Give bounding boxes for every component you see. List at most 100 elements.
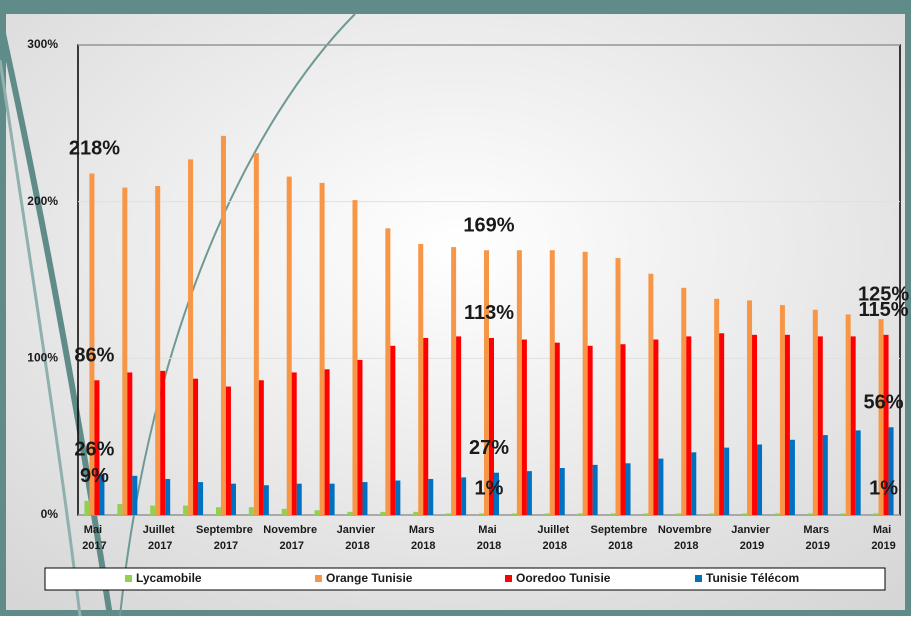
bar: [582, 251, 588, 516]
bar: [225, 386, 231, 515]
bar: [215, 507, 221, 515]
bar: [822, 435, 828, 515]
bar: [281, 508, 287, 515]
value-label: 169%: [463, 215, 514, 237]
bar: [648, 273, 654, 515]
bar: [577, 513, 583, 515]
bar: [855, 430, 861, 515]
bar: [883, 334, 889, 515]
bar: [193, 378, 199, 515]
bar: [291, 372, 297, 515]
bar: [774, 513, 780, 515]
bar: [615, 258, 621, 515]
value-label: 56%: [864, 392, 904, 414]
bar: [752, 334, 758, 515]
bar: [489, 337, 494, 515]
decor-curve: [0, 19, 113, 617]
bar: [714, 298, 720, 515]
bar: [625, 463, 631, 515]
bar: [155, 186, 161, 515]
bar: [127, 372, 133, 515]
bar: [511, 513, 517, 515]
bar: [248, 507, 254, 515]
bar: [150, 505, 156, 515]
bar: [709, 513, 715, 515]
bar: [516, 250, 522, 515]
bar: [653, 339, 659, 515]
bar: [544, 513, 550, 515]
bar: [461, 477, 467, 515]
bar: [484, 250, 489, 515]
bar: [198, 482, 204, 515]
bar: [724, 447, 730, 515]
bar: [691, 452, 697, 515]
bar: [263, 485, 269, 515]
bar: [549, 250, 555, 515]
bar: [319, 182, 325, 515]
bar: [850, 336, 856, 515]
bar: [643, 513, 649, 515]
value-label: 125%: [858, 283, 909, 305]
bar: [456, 336, 462, 515]
value-label: 115%: [859, 299, 909, 321]
bar: [423, 337, 429, 515]
x-tick-label: Janvier 2018: [337, 524, 379, 552]
bar: [845, 314, 851, 515]
legend-label: Ooredoo Tunisie: [516, 571, 611, 585]
bar: [296, 483, 302, 515]
x-tick-label: Novembre 2017: [263, 524, 320, 552]
x-tick-label: Janvier 2019: [731, 524, 773, 552]
bar: [220, 135, 226, 515]
bar: [258, 380, 264, 515]
bar: [165, 478, 171, 515]
bar: [817, 336, 823, 515]
legend-swatch: [695, 575, 702, 582]
bar: [347, 511, 353, 515]
bar: [428, 478, 434, 515]
value-label: 218%: [69, 138, 120, 160]
bar: [494, 472, 499, 515]
bar: [314, 510, 320, 515]
bar: [681, 287, 687, 515]
bar: [742, 513, 748, 515]
y-tick-label: 300%: [27, 37, 58, 51]
value-label: 86%: [74, 345, 114, 367]
legend-swatch: [505, 575, 512, 582]
x-tick-label: Mars 2018: [409, 524, 438, 552]
bar: [592, 464, 598, 515]
bar: [385, 228, 391, 516]
x-tick-label: Juillet 2017: [143, 524, 178, 552]
bar: [84, 500, 90, 515]
bar: [784, 334, 790, 515]
x-tick-label: Juillet 2018: [537, 524, 572, 552]
bar: [479, 513, 484, 515]
bar: [94, 380, 100, 515]
value-label: 1%: [869, 478, 898, 500]
bar: [686, 336, 692, 515]
bar: [888, 427, 894, 515]
bar: [620, 344, 626, 515]
legend-label: Tunisie Télécom: [706, 571, 799, 585]
bar: [357, 359, 363, 515]
bar: [99, 474, 105, 515]
x-tick-label: Mars 2019: [803, 524, 832, 552]
bar: [840, 513, 846, 515]
x-tick-label: Mai 2018: [477, 524, 501, 552]
bar: [230, 483, 236, 515]
legend: [44, 567, 886, 591]
bar: [587, 345, 593, 515]
bar: [418, 243, 424, 515]
bar: [362, 482, 368, 515]
bar: [122, 187, 128, 516]
x-tick-label: Novembre 2018: [658, 524, 715, 552]
bar: [160, 370, 166, 515]
bar: [352, 200, 358, 515]
bar: [757, 444, 763, 515]
decor-curve: [0, 59, 82, 617]
bar: [676, 513, 682, 515]
bar: [559, 468, 565, 515]
value-label: 113%: [464, 302, 514, 324]
bar: [89, 173, 95, 515]
bar: [329, 483, 335, 515]
